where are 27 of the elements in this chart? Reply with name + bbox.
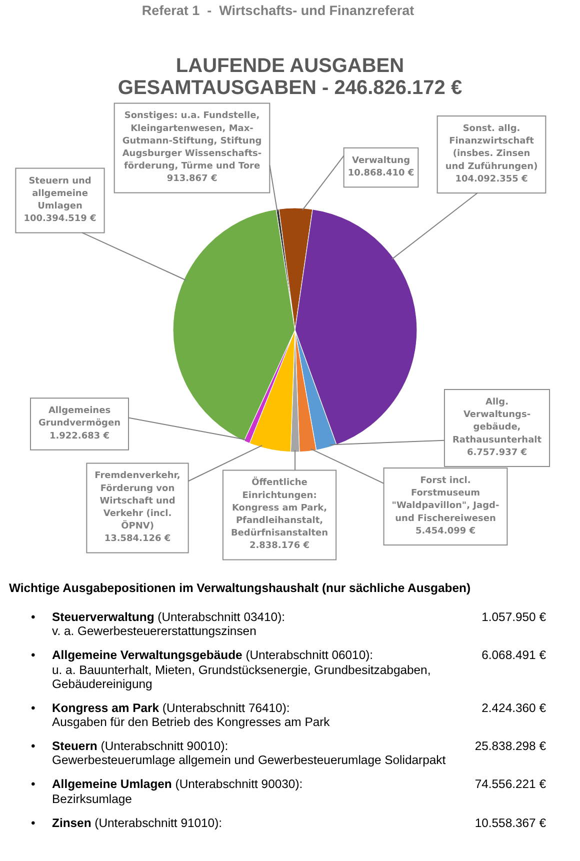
data-label: 2.838.176 € <box>249 541 310 552</box>
slice-label: Steuern und allgemeine Umlagen <box>28 176 92 212</box>
slice-label: Allg. Verwaltungs- gebäude, Rathausunterhalt <box>452 398 542 446</box>
data-label: 100.394.519 € <box>24 214 96 224</box>
data-label: 5.454.099 € <box>415 526 476 536</box>
slice-label: Verwaltung <box>352 156 410 166</box>
text: • Steuerverwaltung (Unterabschnitt 03410): 1.057.950 € v. a. Gewerbesteuererstattungszinsen <box>31 610 546 638</box>
text: • Allgemeine Verwaltungsgebäude (Unterabschnitt 06010): 6.068.491 € u. a. Bauunterhalt, Mieten, Grundstücksenergie, Grundbesitzabgaben, Gebäudereinigung <box>31 648 546 691</box>
slice-label: Sonst. allg. Finanzwirtschaft (insbes. Zinsen und Zuführungen) <box>445 124 538 172</box>
data-label: 13.584.126 € <box>104 534 171 544</box>
slice-label: Sonstiges: u.a. Fundstelle, Kleingartenwesen, Max- Gutmann-Stiftung, Stiftung Augsburger Wissenschafts- förderung, Türme und Tore <box>122 111 262 172</box>
data-label: 10.868.410 € <box>348 168 414 178</box>
slice-label: Fremdenverkehr, Förderung von Wirtschaft und Verkehr (incl. ÖPNV) <box>94 471 180 532</box>
text: • Kongress am Park (Unterabschnitt 76410): 2.424.360 € Ausgaben für den Betrieb des Kongresses am Park <box>31 700 546 730</box>
text: Referat 1 - Wirtschafts- und Finanzreferat <box>140 3 416 19</box>
slice-label: Forst incl. Forstmuseum "Waldpavillon", Jagd- und Fischereiwesen <box>392 476 500 524</box>
text: • Steuern (Unterabschnitt 90010): 25.838.298 € Gewerbesteuerumlage allgemein und Gewerbesteuerumlage Solidarpakt <box>31 739 546 768</box>
slice-label: Allgemeines Grundvermögen <box>38 406 121 429</box>
text: • Allgemeine Umlagen (Unterabschnitt 90030): 74.556.221 € Bezirksumlage <box>31 777 546 806</box>
text: Wichtige Ausgabepositionen im Verwaltungshaushalt (nur sächliche Ausgaben) <box>9 581 472 596</box>
data-label: 913.867 € <box>166 174 218 184</box>
data-label: 104.092.355 € <box>455 174 528 184</box>
text: • Zinsen (Unterabschnitt 91010): 10.558.367 € <box>31 816 546 830</box>
data-label: 1.922.683 € <box>49 431 110 442</box>
chart-title: LAUFENDE AUSGABEN GESAMTAUSGABEN - 246.826.172 € <box>118 55 462 99</box>
slice-label: Öffentliche Einrichtungen: Kongress am Park, Pfandleihanstalt, Bedürfnisanstalten <box>230 476 328 539</box>
data-label: 6.757.937 € <box>466 448 528 458</box>
